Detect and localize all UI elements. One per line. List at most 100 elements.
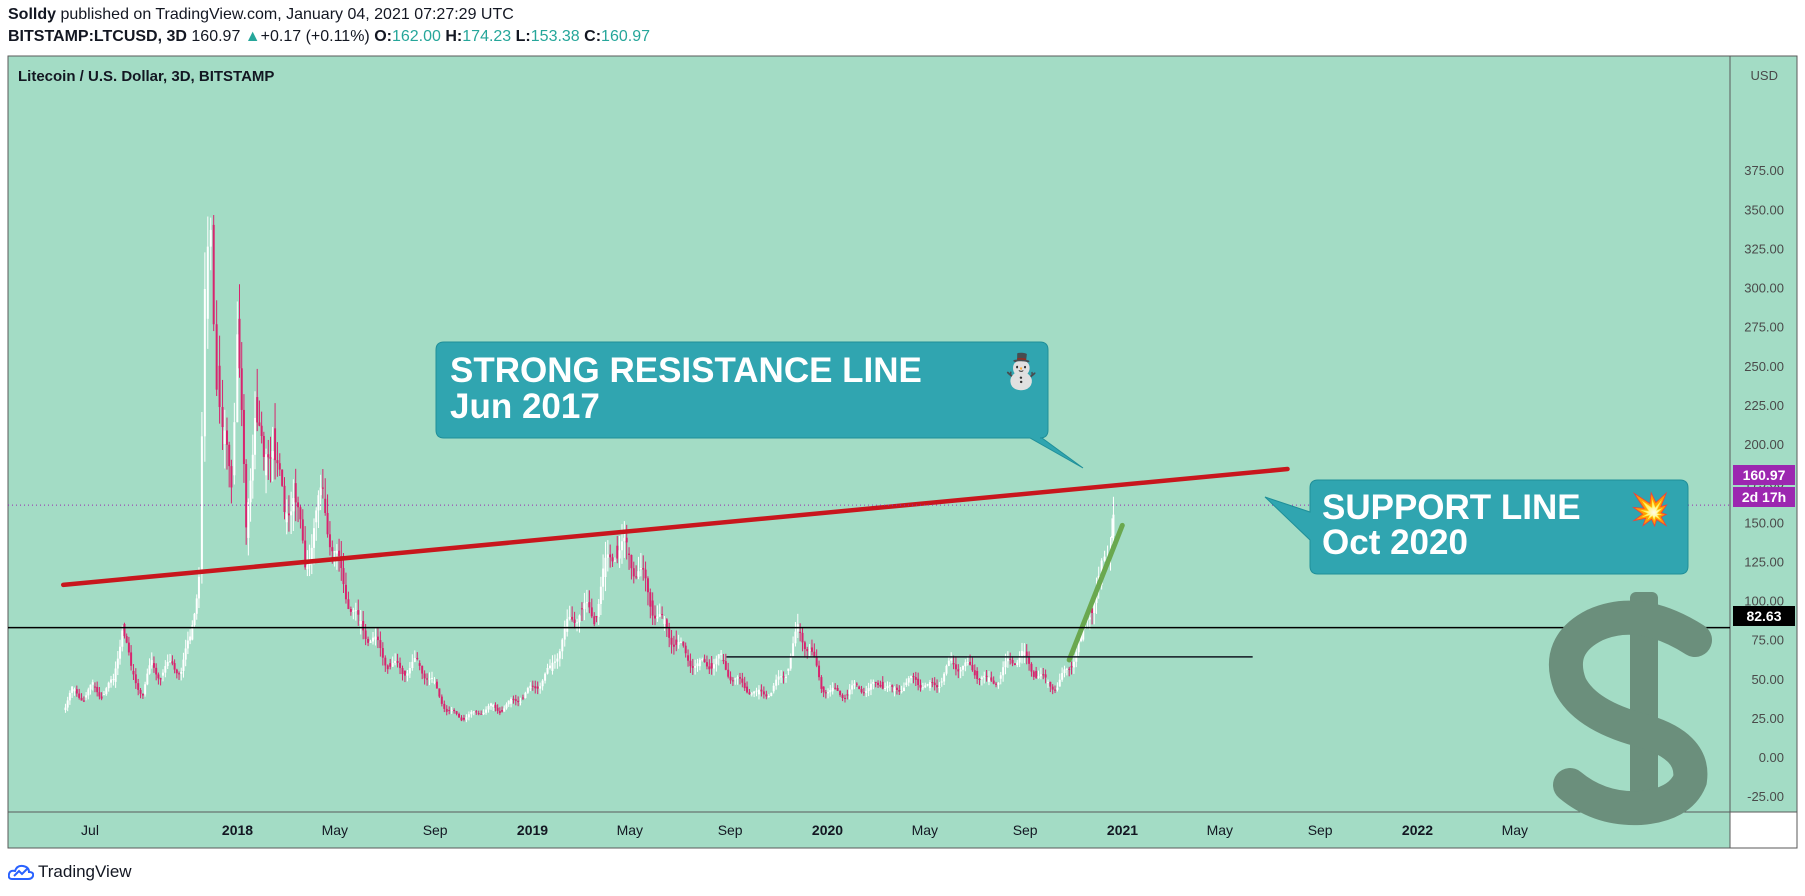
candle-body xyxy=(999,675,1002,679)
candle-body xyxy=(571,616,574,620)
candle-body xyxy=(691,666,694,668)
candle-body xyxy=(637,571,640,577)
candle-body xyxy=(765,694,768,697)
symbol-info: BITSTAMP:LTCUSD, 3D 160.97 ▲+0.17 (+0.11… xyxy=(8,28,650,46)
candle-body xyxy=(357,610,360,615)
candle-body xyxy=(846,694,849,696)
candle-body xyxy=(321,487,324,489)
candle-body xyxy=(568,616,571,619)
candle-body xyxy=(319,487,322,496)
resistance-callout[interactable]: STRONG RESISTANCE LINE Jun 2017 ⛄ xyxy=(435,341,1084,469)
y-tick-label: 100.00 xyxy=(1744,594,1784,609)
candle-body xyxy=(80,697,83,701)
candle-body xyxy=(340,556,343,569)
candle-body xyxy=(260,425,263,436)
candle-body xyxy=(917,678,920,686)
candle-body xyxy=(590,607,593,617)
candle-body xyxy=(487,705,490,710)
candle-body xyxy=(919,685,922,688)
candle-body xyxy=(401,668,404,675)
candle-body xyxy=(144,684,147,695)
candle-body xyxy=(1016,662,1019,665)
candle-body xyxy=(831,687,834,692)
candle-body xyxy=(369,641,372,643)
candle-body xyxy=(727,669,730,677)
candle-body xyxy=(985,675,988,677)
candle-body xyxy=(945,665,948,674)
candle-body xyxy=(1093,603,1096,614)
candle-body xyxy=(114,668,117,682)
candle-body xyxy=(677,642,680,645)
time-axis-background[interactable] xyxy=(7,811,1731,849)
resistance-line[interactable] xyxy=(61,466,1290,588)
candle-body xyxy=(858,686,861,689)
tradingview-brand[interactable]: TradingView xyxy=(8,862,132,882)
candle-body xyxy=(195,598,198,614)
candle-body xyxy=(534,686,537,689)
currency-label: USD xyxy=(1751,68,1778,83)
candle-body xyxy=(777,676,780,680)
candle-body xyxy=(694,666,697,668)
candle-body xyxy=(413,657,416,662)
support-line[interactable] xyxy=(1066,522,1125,663)
y-tick-label: 375.00 xyxy=(1744,163,1784,178)
candle-body xyxy=(903,687,905,692)
candle-body xyxy=(458,713,461,718)
y-tick-label: 200.00 xyxy=(1744,437,1784,452)
candle-body xyxy=(549,665,551,668)
candle-body xyxy=(762,691,765,695)
price-axis-background[interactable] xyxy=(1729,55,1798,813)
candle-body xyxy=(952,663,955,665)
candle-body xyxy=(406,673,409,676)
close-value: 160.97 xyxy=(601,28,650,45)
candle-body xyxy=(628,553,631,555)
candle-body xyxy=(708,666,711,670)
trend-lines[interactable] xyxy=(8,466,1730,663)
candle-body xyxy=(524,692,527,698)
candle-body xyxy=(1054,689,1057,691)
support-callout[interactable]: SUPPORT LINE Oct 2020 💥 xyxy=(1264,479,1689,575)
author-name[interactable]: Solldy xyxy=(8,6,57,23)
candle-body xyxy=(724,661,727,670)
candle-body xyxy=(159,678,162,680)
last-price-label: 160.97 xyxy=(1733,465,1795,485)
x-tick-label: May xyxy=(912,822,938,838)
candle-body xyxy=(853,683,856,686)
candle-body xyxy=(583,603,586,610)
candle-body xyxy=(225,430,228,445)
candle-body xyxy=(102,694,105,696)
candle-body xyxy=(75,689,78,694)
candle-body xyxy=(1004,661,1007,668)
candle-body xyxy=(851,685,854,690)
candle-body xyxy=(313,528,315,548)
candle-body xyxy=(418,663,421,666)
candle-body xyxy=(411,661,414,669)
candle-body xyxy=(738,677,741,679)
candle-body xyxy=(931,682,934,684)
candle-body xyxy=(247,502,250,538)
candle-body xyxy=(278,463,281,470)
x-axis-ticks: Jul 2018 May Sep 2019 May Sep 2020 May Sep 2021 May… xyxy=(81,822,1528,838)
candle-body xyxy=(182,659,185,671)
candle-body xyxy=(910,676,913,679)
candle-body xyxy=(333,551,336,553)
candle-body xyxy=(349,609,352,612)
candle-body xyxy=(808,649,811,652)
candle-body xyxy=(578,615,581,623)
candle-body xyxy=(862,692,865,694)
candle-body xyxy=(775,679,778,686)
candle-body xyxy=(544,673,547,681)
candle-body xyxy=(100,696,103,699)
candle-body xyxy=(386,665,389,670)
candle-body xyxy=(558,651,561,659)
candle-body xyxy=(490,703,492,706)
candle-body xyxy=(750,693,753,695)
candle-body xyxy=(152,663,155,668)
candle-body xyxy=(625,537,628,543)
candle-body xyxy=(760,689,763,692)
candle-body xyxy=(209,229,212,247)
candle-body xyxy=(203,289,206,437)
x-tick-label: May xyxy=(617,822,643,838)
candle-body xyxy=(285,513,288,523)
